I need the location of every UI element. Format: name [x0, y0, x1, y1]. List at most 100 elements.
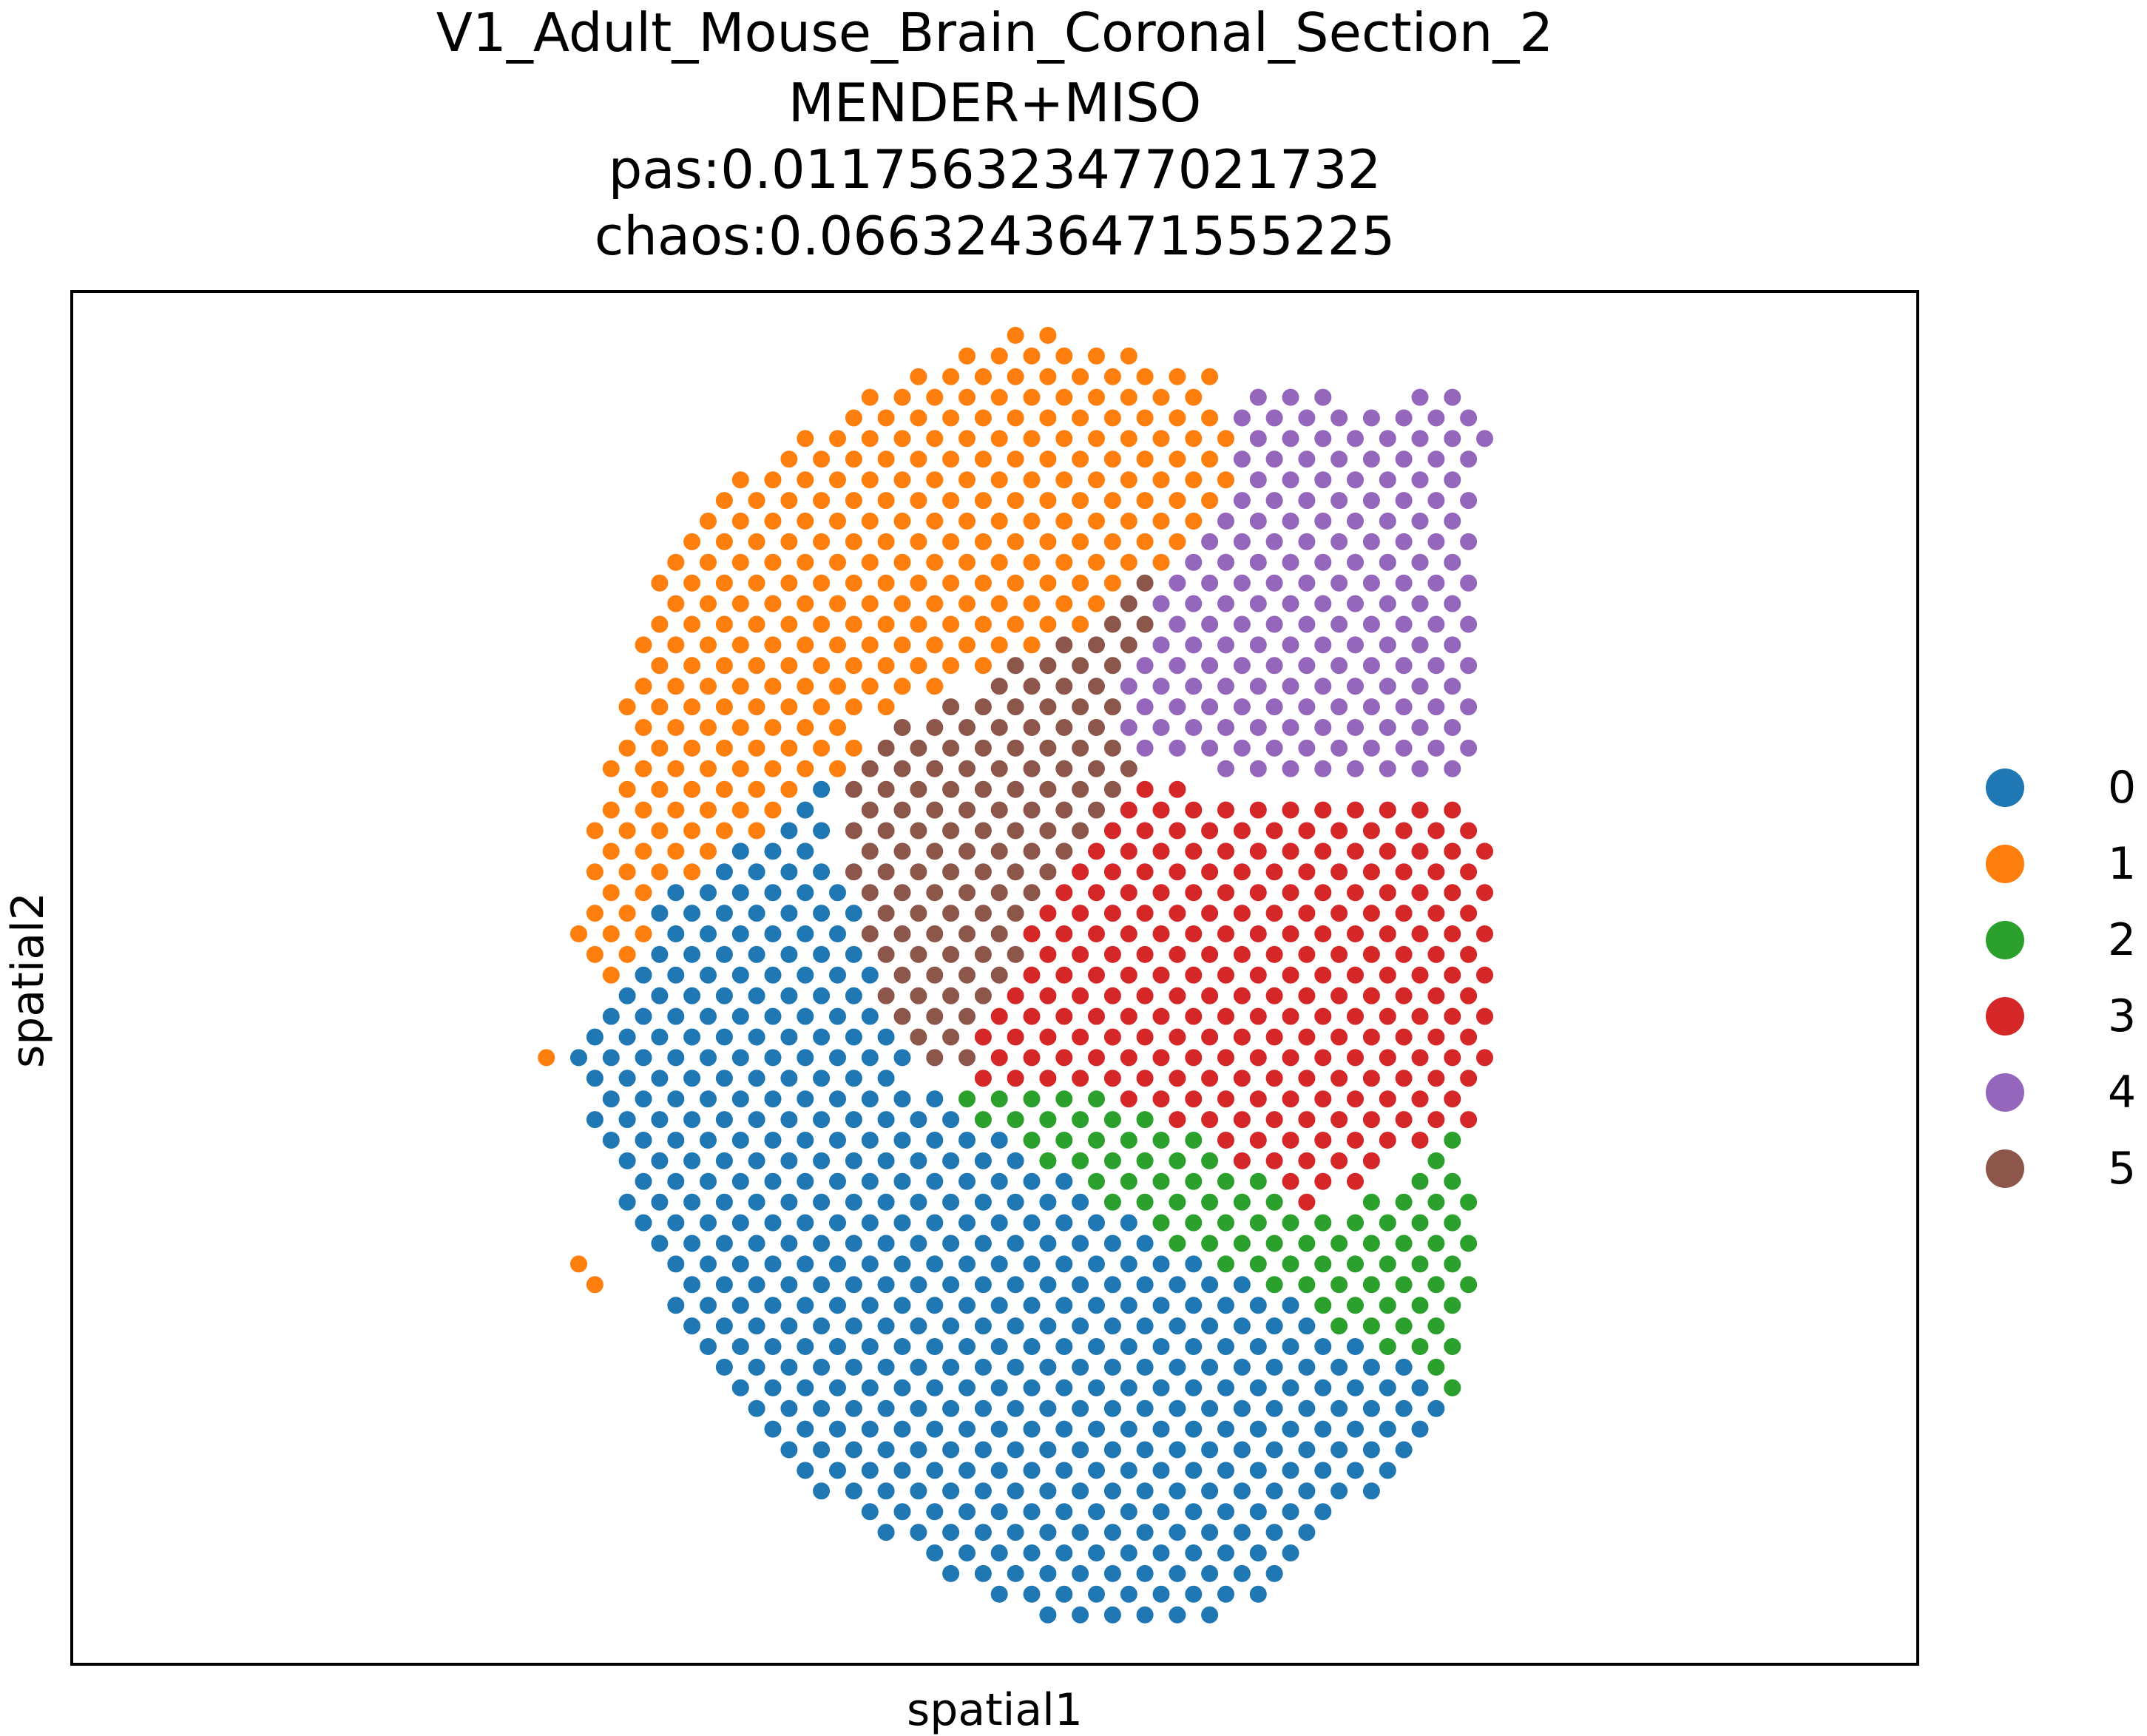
spot-cluster-0	[925, 1544, 944, 1562]
spot-cluster-0	[1297, 1523, 1316, 1542]
spot-cluster-1	[634, 759, 653, 778]
spot-cluster-5	[1038, 821, 1058, 840]
spot-cluster-2	[1313, 1213, 1333, 1232]
spot-cluster-4	[1362, 532, 1381, 551]
spot-cluster-5	[941, 945, 961, 964]
spot-cluster-0	[714, 945, 734, 964]
spot-cluster-0	[925, 1131, 944, 1149]
spot-cluster-3	[1281, 1172, 1300, 1191]
spot-cluster-0	[1184, 1254, 1203, 1274]
legend-label: 3	[2108, 990, 2137, 1042]
spot-cluster-1	[828, 759, 847, 778]
spot-cluster-3	[1394, 862, 1413, 882]
spot-cluster-0	[876, 1399, 896, 1418]
spot-cluster-0	[1119, 1296, 1138, 1315]
spot-cluster-0	[796, 1131, 815, 1149]
spot-cluster-0	[1232, 1317, 1251, 1336]
spot-cluster-1	[828, 512, 847, 530]
spot-cluster-5	[1087, 718, 1106, 737]
spot-cluster-4	[1394, 532, 1413, 551]
spot-cluster-0	[876, 1440, 896, 1459]
spot-cluster-0	[973, 1317, 993, 1336]
spot-cluster-0	[860, 1378, 879, 1397]
spot-cluster-0	[828, 1007, 847, 1026]
spot-cluster-3	[1394, 1069, 1413, 1088]
spot-cluster-3	[1022, 1048, 1041, 1067]
spot-cluster-0	[1055, 1584, 1074, 1604]
spot-cluster-0	[1038, 1234, 1058, 1253]
spot-cluster-0	[763, 925, 782, 943]
spot-cluster-0	[666, 1048, 686, 1067]
spot-cluster-2	[1200, 1234, 1220, 1253]
spot-cluster-0	[666, 1172, 686, 1191]
spot-cluster-0	[1135, 1234, 1154, 1253]
spot-cluster-5	[1087, 800, 1106, 820]
spot-cluster-4	[1248, 470, 1268, 490]
spot-cluster-4	[1232, 615, 1251, 634]
spot-cluster-5	[876, 904, 896, 923]
spot-cluster-1	[893, 635, 912, 655]
spot-cluster-5	[958, 1007, 976, 1026]
spot-cluster-3	[973, 1069, 993, 1088]
spot-cluster-0	[909, 1523, 928, 1542]
spot-cluster-0	[569, 1048, 588, 1067]
spot-cluster-0	[731, 925, 750, 943]
spot-cluster-1	[1038, 615, 1058, 634]
spot-cluster-0	[925, 1090, 944, 1109]
spot-cluster-3	[1281, 1090, 1300, 1109]
spot-cluster-4	[1281, 594, 1300, 613]
spot-cluster-0	[699, 1048, 717, 1067]
spot-cluster-3	[1248, 1090, 1268, 1109]
spot-cluster-5	[1119, 759, 1138, 778]
spot-cluster-0	[1055, 1296, 1074, 1315]
spot-cluster-0	[1297, 1317, 1316, 1336]
spot-cluster-1	[812, 656, 831, 675]
spot-cluster-0	[925, 1254, 944, 1274]
spot-cluster-0	[796, 1213, 815, 1232]
spot-cluster-0	[731, 1378, 750, 1397]
spot-cluster-1	[1103, 450, 1122, 469]
spot-cluster-5	[925, 925, 944, 943]
spot-cluster-4	[1168, 698, 1187, 717]
spot-cluster-0	[650, 1110, 669, 1129]
spot-cluster-3	[1410, 1131, 1430, 1149]
spot-cluster-5	[958, 800, 976, 820]
spot-cluster-0	[925, 1296, 944, 1315]
spot-cluster-0	[990, 1461, 1009, 1480]
spot-cluster-1	[1055, 512, 1074, 530]
spot-cluster-1	[1006, 573, 1025, 592]
spot-cluster-1	[893, 429, 912, 448]
spot-cluster-0	[796, 1461, 815, 1480]
spot-cluster-0	[973, 1440, 993, 1459]
spot-cluster-5	[973, 780, 993, 799]
spot-cluster-2	[1410, 1296, 1430, 1315]
spot-cluster-0	[828, 1461, 847, 1480]
spot-cluster-0	[618, 1110, 637, 1129]
spot-cluster-4	[1297, 573, 1316, 592]
spot-cluster-4	[1248, 429, 1268, 448]
spot-cluster-0	[1103, 1234, 1122, 1253]
legend-marker	[1986, 1149, 2024, 1188]
spot-cluster-2	[1281, 1213, 1300, 1232]
spot-cluster-0	[780, 1151, 799, 1170]
spot-cluster-3	[1087, 883, 1106, 902]
spot-cluster-0	[1006, 1234, 1025, 1253]
spot-cluster-1	[1087, 346, 1106, 365]
spot-cluster-0	[1152, 1296, 1171, 1315]
spot-cluster-1	[683, 656, 702, 675]
spot-cluster-4	[1362, 656, 1381, 675]
spot-cluster-3	[1459, 1069, 1478, 1088]
spot-cluster-1	[893, 594, 912, 613]
spot-cluster-3	[1475, 1007, 1494, 1026]
spot-cluster-3	[1281, 1007, 1300, 1026]
spot-cluster-1	[634, 800, 653, 820]
spot-cluster-4	[1232, 698, 1251, 717]
spot-cluster-3	[1168, 904, 1187, 923]
spot-cluster-0	[731, 1007, 750, 1026]
spot-cluster-4	[1313, 429, 1333, 448]
y-axis-label: spatial2	[2, 892, 54, 1068]
spot-cluster-4	[1232, 573, 1251, 592]
spot-cluster-2	[1168, 1151, 1187, 1170]
spot-cluster-1	[860, 470, 879, 490]
spot-cluster-4	[1410, 635, 1430, 655]
